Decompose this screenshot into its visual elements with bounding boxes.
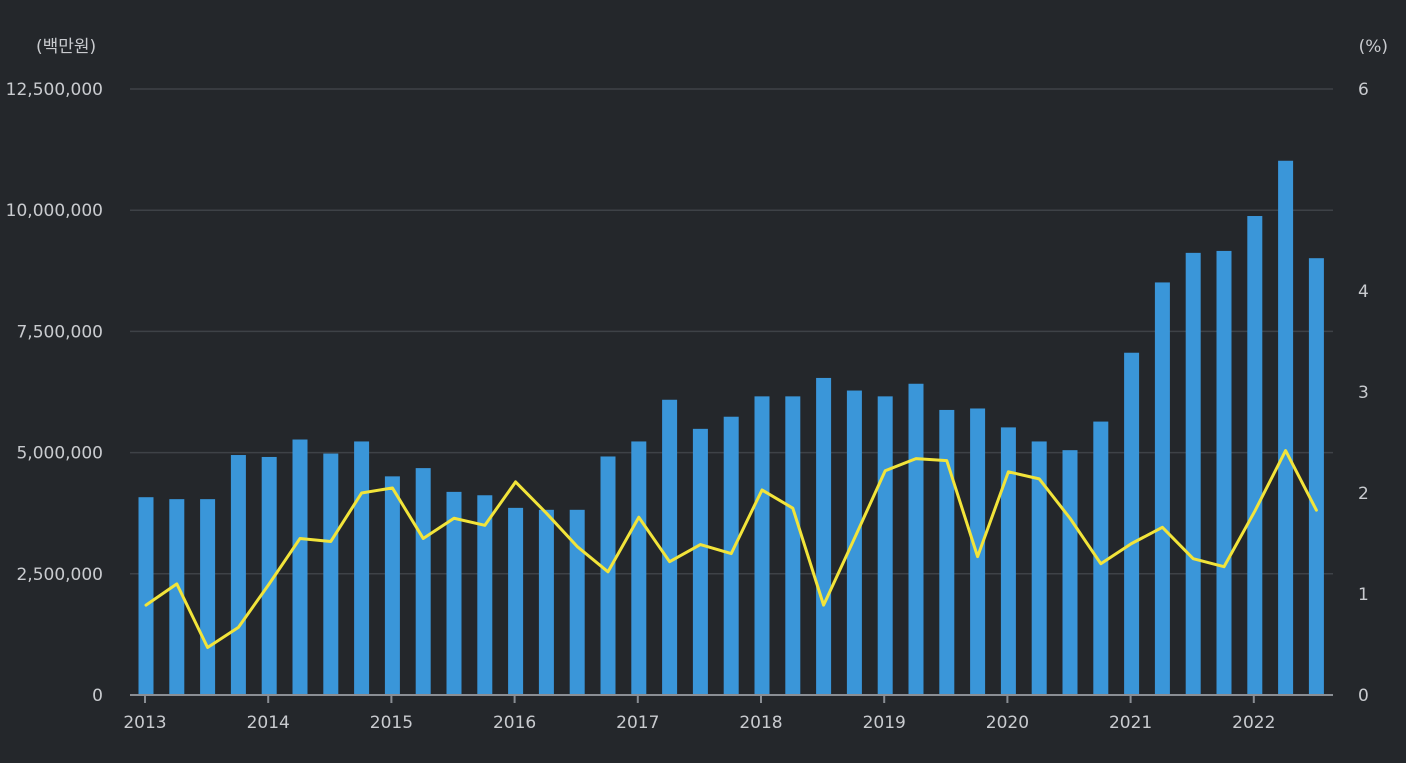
- bar: [354, 441, 370, 695]
- bar: [1216, 250, 1232, 695]
- right-tick-label: 3: [1358, 383, 1369, 403]
- x-tick-label: 2018: [739, 713, 782, 733]
- right-tick-label: 2: [1358, 484, 1369, 504]
- bar: [1124, 352, 1140, 695]
- bar: [846, 390, 862, 695]
- bar: [662, 399, 678, 695]
- bar: [631, 441, 647, 695]
- line-series: [144, 449, 1318, 650]
- x-tick-label: 2013: [123, 713, 166, 733]
- x-tick-label: 2015: [370, 713, 413, 733]
- bar: [600, 456, 616, 695]
- left-tick-label: 0: [92, 686, 103, 706]
- bar: [723, 416, 739, 695]
- x-tick-label: 2020: [986, 713, 1029, 733]
- bar: [446, 491, 462, 695]
- left-tick-label: 7,500,000: [16, 322, 103, 342]
- bar: [230, 455, 246, 695]
- right-tick-label: 6: [1358, 80, 1369, 100]
- axis-labels: (백만원) (%) 02,500,0005,000,0007,500,00010…: [6, 37, 1388, 733]
- left-tick-label: 5,000,000: [16, 444, 103, 464]
- bar: [1154, 282, 1170, 695]
- left-axis-unit-label: (백만원): [36, 37, 96, 57]
- x-tick-label: 2016: [493, 713, 536, 733]
- left-tick-label: 12,500,000: [6, 80, 103, 100]
- bar: [1031, 441, 1047, 695]
- right-tick-label: 1: [1358, 585, 1369, 605]
- x-tick-label: 2022: [1232, 713, 1275, 733]
- bar: [1062, 450, 1078, 695]
- bar: [200, 499, 216, 695]
- bar: [323, 453, 339, 695]
- x-tick-label: 2017: [616, 713, 659, 733]
- bar: [908, 383, 924, 695]
- bar: [1093, 421, 1109, 695]
- bar: [1278, 160, 1294, 696]
- bar: [1000, 427, 1016, 695]
- bar: [292, 439, 308, 695]
- bar: [877, 396, 893, 695]
- bar: [1247, 216, 1263, 696]
- bar: [415, 468, 431, 695]
- bar: [754, 396, 770, 695]
- right-tick-label: 0: [1358, 686, 1369, 706]
- bar: [1185, 252, 1201, 695]
- bar: [569, 509, 585, 695]
- bar: [261, 456, 277, 695]
- bar: [785, 396, 801, 695]
- x-tick-label: 2014: [247, 713, 290, 733]
- bar: [1308, 258, 1324, 695]
- bar: [692, 428, 708, 695]
- right-axis-unit-label: (%): [1359, 37, 1388, 57]
- right-tick-label: 4: [1358, 282, 1369, 302]
- bar: [169, 499, 185, 695]
- bar: [477, 495, 493, 695]
- bar: [939, 409, 955, 695]
- left-tick-label: 10,000,000: [6, 201, 103, 221]
- bar: [138, 497, 154, 695]
- x-tick-label: 2021: [1109, 713, 1152, 733]
- bar: [508, 507, 524, 695]
- bar: [538, 509, 554, 695]
- x-tick-label: 2019: [863, 713, 906, 733]
- x-axis: [130, 694, 1333, 703]
- bar: [384, 476, 400, 695]
- bar-series: [138, 160, 1324, 696]
- bar: [816, 377, 832, 695]
- left-tick-label: 2,500,000: [16, 565, 103, 585]
- rate-line: [144, 449, 1318, 650]
